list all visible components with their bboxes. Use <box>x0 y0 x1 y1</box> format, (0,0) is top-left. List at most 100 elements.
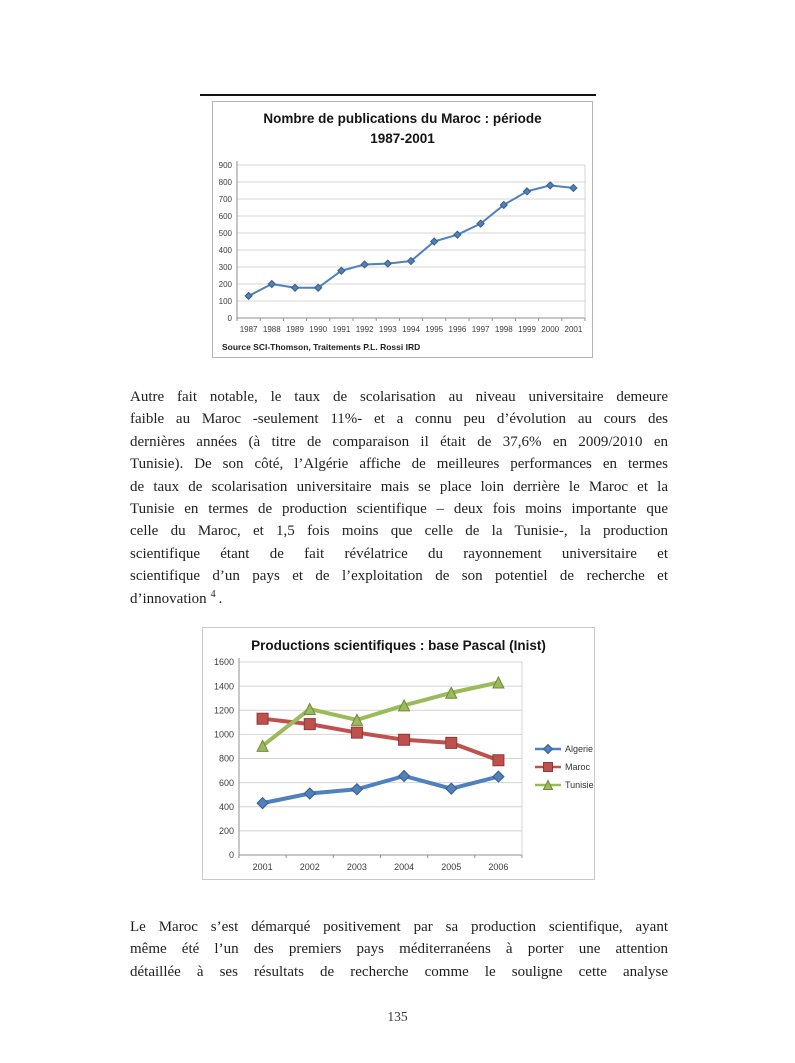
data-point-marker-tunisie <box>492 675 505 689</box>
diamond-legend-marker-icon <box>535 743 561 755</box>
legend-item-algerie: Algerie <box>535 740 594 758</box>
y-tick-label: 0 <box>229 850 234 860</box>
data-point-marker-maroc <box>360 260 369 269</box>
data-point-marker-maroc <box>499 200 509 210</box>
x-tick-label: 2004 <box>394 862 414 872</box>
series-line-maroc <box>247 184 575 297</box>
text-line: Tunisie). De son côté, l’Algérie affiche… <box>130 456 668 473</box>
series-line-tunisie <box>260 680 501 748</box>
data-point-marker-maroc <box>445 736 458 749</box>
x-tick-label: 1996 <box>449 325 467 334</box>
chart-title: Nombre de publications du Maroc : périod… <box>263 111 542 146</box>
line-chart-canvas: 0 100 200 300 400 500 600 700 800 900 1987 1988 1989… <box>219 161 586 334</box>
x-tick-label: 1987 <box>240 325 258 334</box>
data-point-marker-algerie <box>350 783 364 796</box>
y-tick-label: 100 <box>219 297 233 306</box>
chart-legend: Algerie Maroc Tunisie <box>535 740 594 794</box>
series-line-maroc <box>260 716 501 763</box>
square-legend-marker-icon <box>535 762 561 772</box>
text-line: Le Maroc s’est démarqué positivement par… <box>130 919 668 935</box>
data-point-marker-maroc <box>244 291 253 301</box>
x-tick-label: 2002 <box>300 862 320 872</box>
text-line: de taux de scolarisation universitaire m… <box>130 478 668 495</box>
chart-productions-scientifiques: Productions scientifiques : base Pascal … <box>202 627 595 880</box>
x-tick-label: 2001 <box>565 325 583 334</box>
data-point-marker-maroc <box>492 754 505 767</box>
chart-source-note: Source SCI-Thomson, Traitements P.L. Ros… <box>222 342 421 352</box>
data-point-marker-tunisie <box>444 686 458 699</box>
data-point-marker-maroc <box>522 187 532 196</box>
line-chart-canvas: 0 200 400 600 800 1000 1200 1400 1600 2001 2002 200… <box>214 657 523 872</box>
x-tick-label: 1992 <box>356 325 374 334</box>
data-point-marker-maroc <box>337 266 346 275</box>
data-point-marker-maroc <box>429 237 439 246</box>
y-tick-label: 1000 <box>214 730 234 740</box>
x-tick-label: 1994 <box>402 325 420 334</box>
y-tick-label: 700 <box>219 195 233 204</box>
y-tick-label: 400 <box>219 246 233 255</box>
x-tick-label: 1991 <box>333 325 351 334</box>
data-point-marker-maroc <box>545 181 555 190</box>
text-line: détaillée à ses résultats de recherche c… <box>130 963 668 980</box>
data-point-marker-maroc <box>383 259 393 268</box>
data-point-marker-algerie <box>397 769 411 783</box>
y-tick-label: 1400 <box>214 681 234 691</box>
x-tick-label: 2005 <box>441 862 461 872</box>
legend-label: Tunisie <box>565 780 594 790</box>
data-point-marker-maroc <box>256 712 269 725</box>
y-tick-label: 200 <box>219 280 233 289</box>
text-line: scientifique d’un pays et de l’exploitat… <box>130 568 668 585</box>
y-tick-label: 300 <box>219 263 233 272</box>
series-line-algerie <box>260 773 501 806</box>
x-tick-label: 2003 <box>347 862 367 872</box>
y-tick-label: 500 <box>219 229 233 238</box>
text-line: faible au Maroc -seulement 11%- et a con… <box>130 411 668 428</box>
data-point-marker-tunisie <box>350 713 364 726</box>
last-line-text: d’innovation <box>130 590 207 607</box>
text-line: d’innovation 4. <box>130 588 668 610</box>
triangle-legend-marker-icon <box>535 779 561 790</box>
data-point-marker-maroc <box>453 230 462 239</box>
data-point-marker-maroc <box>290 283 300 292</box>
y-tick-label: 600 <box>219 778 234 788</box>
y-tick-label: 900 <box>219 161 233 170</box>
legend-item-maroc: Maroc <box>535 758 594 776</box>
sentence-period: . <box>218 590 223 607</box>
x-tick-label: 1990 <box>309 325 327 334</box>
text-line: Autre fait notable, le taux de scolarisa… <box>130 389 668 405</box>
text-line: celle du Maroc, et 1,5 fois moins que ce… <box>130 523 668 540</box>
y-tick-label: 600 <box>219 212 233 221</box>
data-point-marker-algerie <box>445 782 458 795</box>
x-tick-label: 1997 <box>472 325 490 334</box>
data-point-marker-maroc <box>569 183 578 193</box>
data-point-marker-tunisie <box>397 698 411 712</box>
y-tick-label: 800 <box>219 178 233 187</box>
x-tick-label: 2001 <box>253 862 273 872</box>
y-tick-label: 800 <box>219 754 234 764</box>
x-tick-label: 1989 <box>286 325 304 334</box>
x-tick-label: 1999 <box>518 325 536 334</box>
text-line: scientifique étant de fait révélatrice d… <box>130 545 668 562</box>
y-tick-label: 1600 <box>214 657 234 667</box>
legend-item-tunisie: Tunisie <box>535 776 594 794</box>
x-tick-label: 2000 <box>541 325 559 334</box>
x-tick-label: 1993 <box>379 325 397 334</box>
data-point-marker-maroc <box>398 733 411 746</box>
y-tick-label: 1200 <box>214 705 234 715</box>
legend-label: Maroc <box>565 762 591 772</box>
text-line: Tunisie en termes de production scientif… <box>130 501 668 518</box>
y-tick-label: 0 <box>228 314 233 323</box>
data-point-marker-tunisie <box>256 739 269 752</box>
data-point-marker-algerie <box>256 796 269 810</box>
data-point-marker-algerie <box>492 770 505 783</box>
paragraph-demarcation: Le Maroc s’est démarqué positivement par… <box>130 916 668 983</box>
chart-title: Productions scientifiques : base Pascal … <box>251 638 546 653</box>
x-tick-label: 1998 <box>495 325 513 334</box>
separator-rule <box>200 94 596 96</box>
data-point-marker-maroc <box>476 219 485 228</box>
text-line: même été l’un des premiers pays méditerr… <box>130 941 668 958</box>
data-point-marker-maroc <box>303 718 316 731</box>
chart-publications-maroc: Nombre de publications du Maroc : périod… <box>212 101 593 358</box>
x-tick-label: 2006 <box>488 862 508 872</box>
